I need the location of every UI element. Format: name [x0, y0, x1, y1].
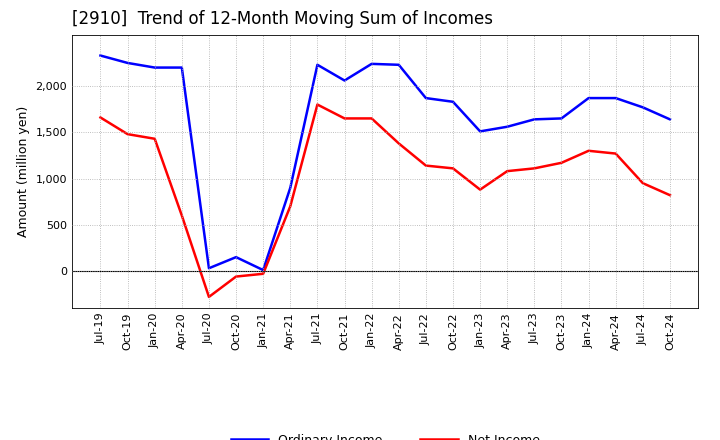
- Ordinary Income: [503, 124, 511, 129]
- Ordinary Income: [313, 62, 322, 67]
- Legend: Ordinary Income, Net Income: Ordinary Income, Net Income: [226, 429, 544, 440]
- Ordinary Income: [286, 185, 294, 191]
- Net Income: [367, 116, 376, 121]
- Net Income: [421, 163, 430, 168]
- Ordinary Income: [395, 62, 403, 67]
- Net Income: [178, 213, 186, 218]
- Ordinary Income: [639, 105, 647, 110]
- Net Income: [449, 166, 457, 171]
- Ordinary Income: [204, 266, 213, 271]
- Net Income: [395, 141, 403, 146]
- Ordinary Income: [150, 65, 159, 70]
- Net Income: [530, 166, 539, 171]
- Ordinary Income: [530, 117, 539, 122]
- Net Income: [341, 116, 349, 121]
- Net Income: [96, 115, 105, 120]
- Ordinary Income: [259, 268, 268, 273]
- Line: Ordinary Income: Ordinary Income: [101, 55, 670, 270]
- Net Income: [259, 271, 268, 276]
- Net Income: [313, 102, 322, 107]
- Net Income: [665, 193, 674, 198]
- Net Income: [557, 160, 566, 165]
- Ordinary Income: [557, 116, 566, 121]
- Net Income: [611, 151, 620, 156]
- Ordinary Income: [96, 53, 105, 58]
- Ordinary Income: [341, 78, 349, 83]
- Net Income: [584, 148, 593, 154]
- Net Income: [123, 132, 132, 137]
- Ordinary Income: [421, 95, 430, 101]
- Ordinary Income: [367, 61, 376, 66]
- Ordinary Income: [449, 99, 457, 104]
- Ordinary Income: [584, 95, 593, 101]
- Net Income: [204, 294, 213, 300]
- Ordinary Income: [665, 117, 674, 122]
- Ordinary Income: [178, 65, 186, 70]
- Net Income: [286, 204, 294, 209]
- Net Income: [503, 169, 511, 174]
- Net Income: [476, 187, 485, 192]
- Line: Net Income: Net Income: [101, 105, 670, 297]
- Net Income: [150, 136, 159, 141]
- Net Income: [232, 274, 240, 279]
- Ordinary Income: [123, 60, 132, 66]
- Ordinary Income: [232, 254, 240, 260]
- Ordinary Income: [611, 95, 620, 101]
- Net Income: [639, 180, 647, 186]
- Y-axis label: Amount (million yen): Amount (million yen): [17, 106, 30, 237]
- Text: [2910]  Trend of 12-Month Moving Sum of Incomes: [2910] Trend of 12-Month Moving Sum of I…: [72, 10, 493, 28]
- Ordinary Income: [476, 129, 485, 134]
